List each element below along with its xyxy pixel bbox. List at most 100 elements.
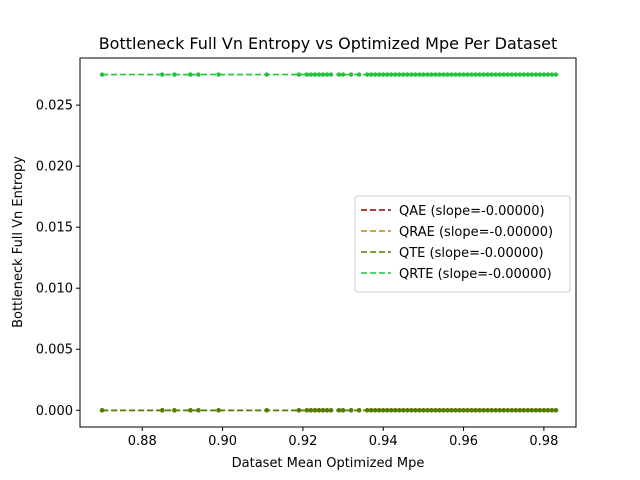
series-3-point-61 <box>533 72 539 77</box>
series-3-point-27 <box>397 72 402 77</box>
y-tick-label-4: 0.020 <box>36 160 73 175</box>
series-3-point-5 <box>216 72 221 77</box>
legend-label-0: QAE (slope=-0.00000) <box>399 204 545 219</box>
series-3-point-40 <box>449 72 454 77</box>
series-3-point-50 <box>489 72 494 77</box>
series-3-point-49 <box>485 72 490 77</box>
series-3-point-48 <box>481 72 486 77</box>
series-3-point-65 <box>549 72 555 77</box>
series-2-point-21 <box>372 408 378 413</box>
series-3-point-12 <box>320 72 326 77</box>
series-3-point-45 <box>469 72 474 77</box>
series-3-point-15 <box>336 72 342 77</box>
series-3-point-38 <box>441 72 446 77</box>
series-2-point-5 <box>216 408 221 413</box>
series-2-point-10 <box>312 408 318 413</box>
series-3-point-31 <box>413 72 418 77</box>
series-2-point-19 <box>364 408 370 413</box>
plot-frame <box>79 57 577 428</box>
x-axis-title: Dataset Mean Optimized Mpe <box>232 456 425 471</box>
series-3-point-23 <box>381 72 386 77</box>
series-2-point-18 <box>356 408 362 413</box>
series-2-point-35 <box>429 408 434 413</box>
series-2-point-48 <box>481 408 486 413</box>
series-2-point-34 <box>425 408 430 413</box>
series-3-point-64 <box>545 72 551 77</box>
series-2-point-60 <box>529 408 535 413</box>
series-3-point-6 <box>264 72 269 77</box>
series-3-point-9 <box>308 72 314 77</box>
series-2-point-39 <box>445 408 450 413</box>
y-tick-label-1: 0.005 <box>36 343 73 358</box>
series-3-point-47 <box>477 72 482 77</box>
marks-layer <box>99 72 559 413</box>
series-2-point-27 <box>397 408 402 413</box>
series-3-point-54 <box>505 72 510 77</box>
series-2-point-61 <box>533 408 539 413</box>
chart-title: Bottleneck Full Vn Entropy vs Optimized … <box>99 34 558 53</box>
legend-label-2: QTE (slope=-0.00000) <box>399 246 544 261</box>
series-3-point-44 <box>465 72 470 77</box>
series-3-point-7 <box>296 72 302 77</box>
y-tick-label-2: 0.010 <box>36 282 73 297</box>
x-tick-label-2: 0.92 <box>288 434 317 449</box>
series-3-point-53 <box>501 72 506 77</box>
series-3-point-46 <box>473 72 478 77</box>
series-2-point-59 <box>525 408 531 413</box>
series-2-point-42 <box>457 408 462 413</box>
series-2-point-8 <box>304 408 310 413</box>
series-2-point-66 <box>553 408 559 413</box>
series-2-point-41 <box>453 408 458 413</box>
series-2-point-15 <box>336 408 342 413</box>
series-2-point-20 <box>368 408 374 413</box>
y-tick-label-0: 0.000 <box>36 404 73 419</box>
x-tick-label-5: 0.98 <box>529 434 558 449</box>
series-2-point-13 <box>324 408 330 413</box>
series-3-point-17 <box>348 72 354 77</box>
series-3-point-43 <box>461 72 466 77</box>
x-axis: 0.88 0.90 0.92 0.94 0.96 0.98 <box>128 427 558 449</box>
x-tick-label-3: 0.94 <box>369 434 398 449</box>
series-2-point-57 <box>517 408 522 413</box>
y-tick-label-3: 0.015 <box>36 221 73 236</box>
y-axis-title: Bottleneck Full Vn Entropy <box>11 156 26 328</box>
series-2-point-16 <box>340 408 346 413</box>
y-axis: 0.000 0.005 0.010 0.015 0.020 0.025 <box>36 99 80 419</box>
legend-label-3: QRTE (slope=-0.00000) <box>399 267 552 282</box>
series-3-point-16 <box>340 72 346 77</box>
series-2-point-28 <box>401 408 406 413</box>
series-3-point-37 <box>437 72 442 77</box>
series-2-point-56 <box>513 408 518 413</box>
series-3-point-24 <box>385 72 390 77</box>
series-3-point-29 <box>405 72 410 77</box>
series-3-point-25 <box>389 72 394 77</box>
series-2-point-14 <box>328 408 334 413</box>
series-3-point-28 <box>401 72 406 77</box>
series-2-point-26 <box>393 408 398 413</box>
series-2-point-2 <box>172 408 177 413</box>
series-2-point-11 <box>316 408 322 413</box>
series-2-point-54 <box>505 408 510 413</box>
series-3-point-41 <box>453 72 458 77</box>
series-3-point-13 <box>324 72 330 77</box>
series-3-point-42 <box>457 72 462 77</box>
series-3-point-2 <box>172 72 177 77</box>
series-2-point-38 <box>441 408 446 413</box>
x-tick-label-4: 0.96 <box>449 434 478 449</box>
series-3-point-4 <box>196 72 201 77</box>
series-2-point-17 <box>348 408 354 413</box>
series-2-point-12 <box>320 408 326 413</box>
series-3-point-26 <box>393 72 398 77</box>
series-3-point-1 <box>160 72 165 77</box>
series-2-point-47 <box>477 408 482 413</box>
series-2-point-37 <box>437 408 442 413</box>
series-2-point-4 <box>196 408 201 413</box>
series-3-point-39 <box>445 72 450 77</box>
series-2-point-31 <box>413 408 418 413</box>
series-2-point-33 <box>421 408 426 413</box>
series-2-point-6 <box>264 408 269 413</box>
series-3-point-60 <box>529 72 535 77</box>
series-3-point-8 <box>304 72 310 77</box>
series-2-point-62 <box>537 408 543 413</box>
